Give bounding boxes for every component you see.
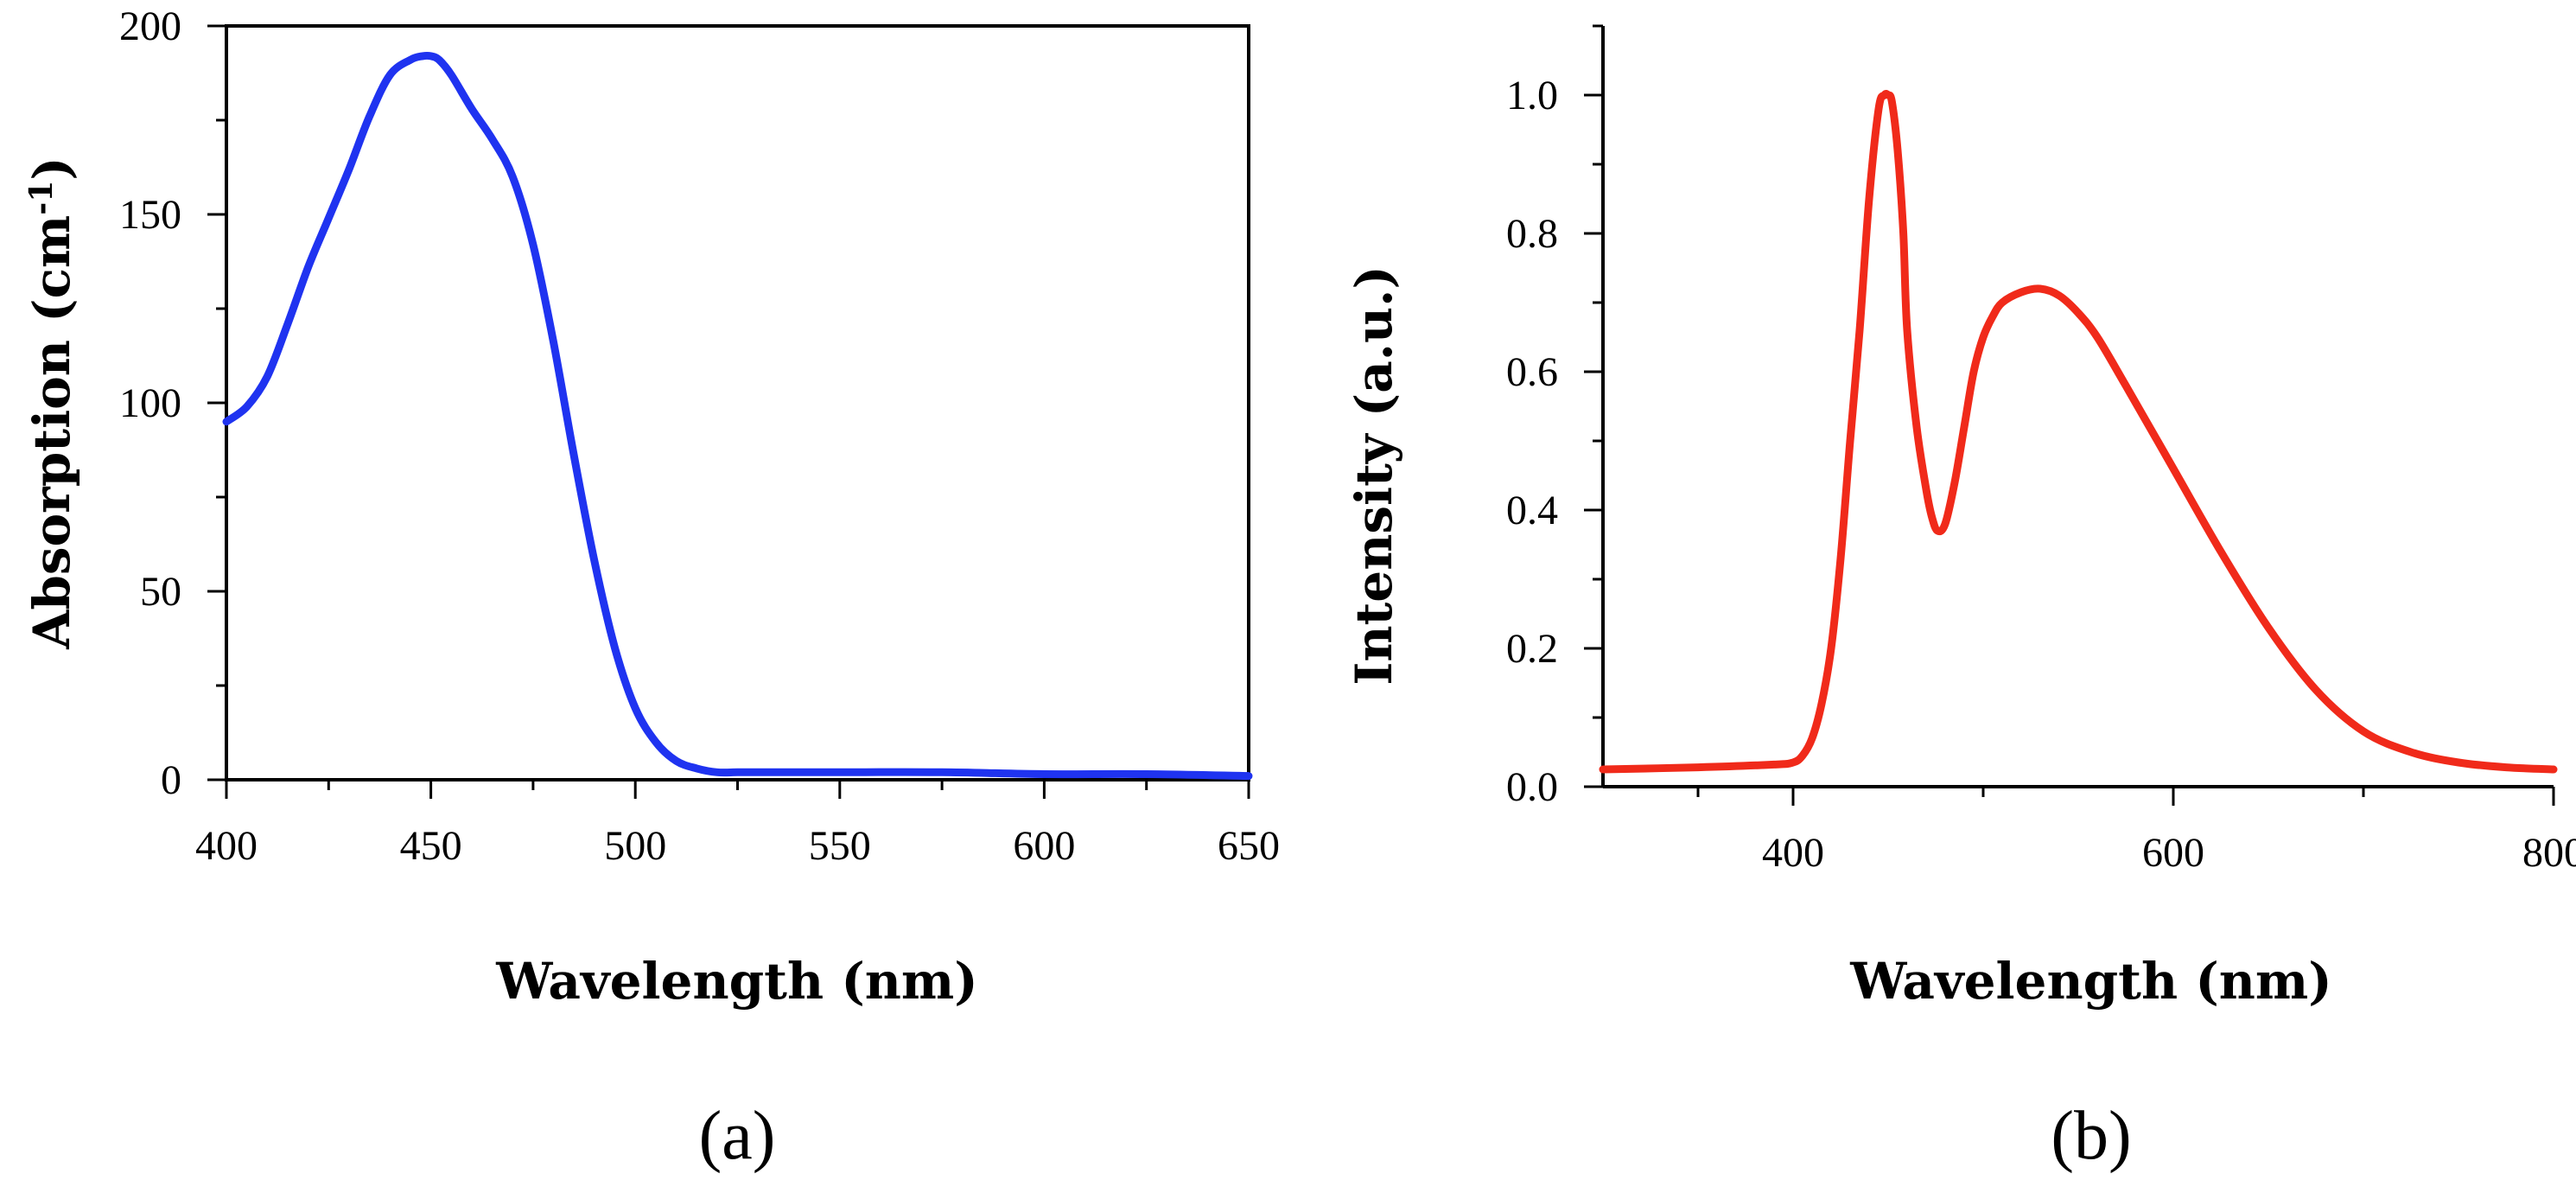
panel-a-plot-frame: [225, 24, 1250, 782]
panel-b-y-tick-label: 0.2: [1506, 626, 1558, 672]
panel-b-series-group: [1599, 89, 2558, 774]
panel-b-x-tick-label-400: 400: [1762, 830, 1824, 876]
panel-a-y-tick-label: 100: [119, 380, 181, 426]
panel-b-emission: 400 600 800 0.0 0.2 0.4 0.6 0.8 1.0 Wavelength (…: [1345, 24, 2576, 1174]
panel-a-x-tick-label-650: 650: [1218, 823, 1280, 869]
panel-b-x-tick-label-600: 600: [2142, 830, 2204, 876]
panel-a-absorption: 400 450 500 550 600 650 0 50 100 150 200 Wavelengt…: [22, 3, 1280, 1174]
panel-a-y-axis-title-close: ): [22, 156, 81, 180]
panel-a-y-tick-label: 200: [119, 3, 181, 49]
panel-a-ticks-group: 400 450 500 550 600 650 0 50 100 150 200: [119, 3, 1280, 869]
panel-b-y-tick-label: 0.8: [1506, 211, 1558, 257]
panel-a-y-tick-label: 150: [119, 192, 181, 238]
panel-a-series-group: [222, 51, 1253, 781]
panel-b-y-tick-label: 0.6: [1506, 349, 1558, 395]
panel-a-label: (a): [699, 1098, 776, 1174]
panel-a-y-tick-label: 0: [161, 757, 181, 803]
panel-a-x-tick-label-600: 600: [1013, 823, 1075, 869]
panel-b-x-tick-label-800: 800: [2522, 830, 2576, 876]
panel-a-x-tick-label-500: 500: [604, 823, 666, 869]
panel-b-x-axis-title: Wavelength (nm): [1849, 952, 2332, 1011]
panel-a-x-axis-title: Wavelength (nm): [495, 952, 978, 1011]
panel-b-y-axis-title: Intensity (a.u.): [1345, 265, 1403, 686]
panel-a-x-tick-label-400: 400: [195, 823, 258, 869]
panel-b-ticks-group: 400 600 800 0.0 0.2 0.4 0.6 0.8 1.0: [1506, 24, 2576, 876]
panel-b-y-tick-label: 1.0: [1506, 73, 1558, 118]
panel-b-y-tick-label: 0.0: [1506, 764, 1558, 810]
panel-a-x-tick-label-450: 450: [400, 823, 462, 869]
panel-a-y-axis-title: Absorption (cm-1): [22, 156, 81, 649]
panel-a-x-tick-label-550: 550: [809, 823, 871, 869]
panel-b-y-tick-label: 0.4: [1506, 488, 1558, 533]
panel-a-y-axis-title-superscript: -1: [23, 181, 60, 215]
panel-b-series-line-emission: [1599, 89, 2558, 774]
panel-a-series-line-absorption: [222, 51, 1253, 781]
panel-b-label: (b): [2051, 1098, 2131, 1174]
panel-a-y-axis-title-main: Absorption (cm: [22, 215, 81, 650]
panel-a-y-tick-label: 50: [140, 569, 181, 615]
